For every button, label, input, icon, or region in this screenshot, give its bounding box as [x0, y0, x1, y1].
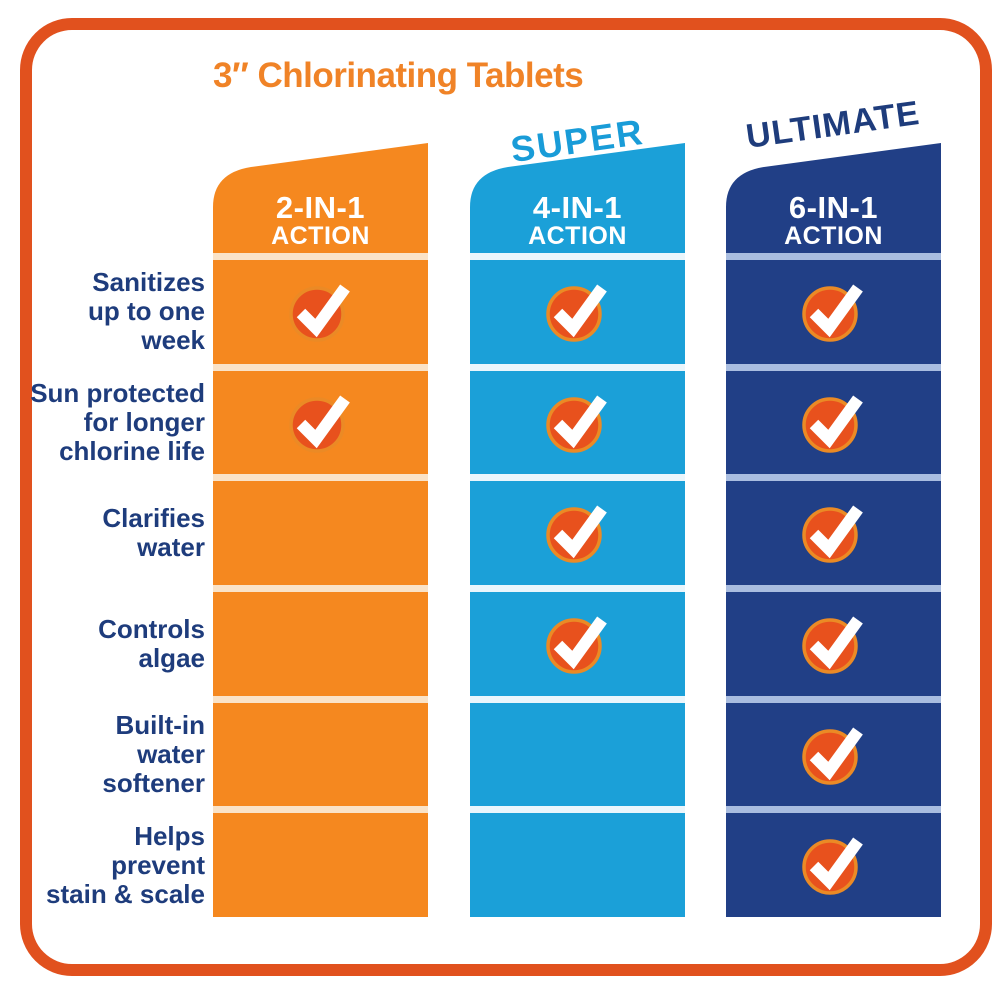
cell: [470, 481, 685, 586]
label-line: water: [137, 738, 205, 769]
label-line: Helps: [134, 820, 205, 851]
cell: [726, 592, 941, 696]
column-name: 2-IN-1: [275, 189, 366, 225]
check-icon: [801, 394, 863, 453]
column-body: [213, 253, 428, 918]
cell: [213, 592, 428, 696]
row-label-water-softener: Built-in water softener: [28, 703, 205, 807]
label-line: softener: [102, 768, 205, 799]
label-line: week: [141, 325, 205, 356]
cell: [213, 370, 428, 475]
label-line: Sun protected: [30, 377, 205, 408]
row-separator: [213, 585, 428, 593]
cell: [470, 813, 685, 918]
header-shape: [726, 143, 941, 253]
cell: [213, 813, 428, 918]
row-label-controls-algae: Controls algae: [28, 592, 205, 696]
row-label-sanitizes: Sanitizes up to one week: [28, 260, 205, 364]
row-separator: [470, 585, 685, 593]
row-separator: [470, 253, 685, 260]
label-line: water: [137, 532, 205, 563]
label-line: Controls: [98, 613, 205, 644]
check-icon: [801, 837, 863, 895]
page-title: 3″ Chlorinating Tablets: [213, 56, 584, 95]
column-subname: ACTION: [271, 221, 370, 250]
check-icon: [801, 284, 863, 342]
cell: [726, 370, 941, 475]
cell: [470, 592, 685, 696]
check-icon: [545, 616, 607, 674]
label-line: algae: [138, 642, 206, 673]
row-separator: [213, 363, 428, 371]
column-header-2-in-1: 2-IN-1 ACTION: [213, 143, 428, 253]
row-separator: [213, 253, 428, 260]
cell: [213, 702, 428, 807]
row-separator: [213, 695, 428, 703]
row-separator: [726, 474, 941, 482]
label-line: prevent: [111, 849, 205, 880]
cell: [470, 370, 685, 475]
column-name: 4-IN-1: [532, 189, 623, 225]
cell: [726, 260, 941, 364]
label-line: stain & scale: [46, 878, 205, 909]
label-separator: [28, 696, 205, 703]
row-separator: [213, 474, 428, 482]
check-icon: [545, 394, 607, 453]
check-icon: [288, 284, 350, 342]
header-shape: [470, 143, 685, 253]
check-icon: [545, 284, 607, 342]
label-line: up to one: [88, 296, 205, 327]
row-separator: [726, 253, 941, 260]
column-body: [470, 253, 685, 918]
column-6-in-1: 6-IN-1 ACTION: [726, 143, 941, 918]
label-separator: [28, 474, 205, 481]
cell: [213, 260, 428, 364]
label-separator: [28, 253, 205, 260]
rounded-border-frame: [20, 18, 992, 976]
label-line: Clarifies: [102, 503, 205, 534]
row-separator: [470, 363, 685, 371]
check-icon: [801, 616, 863, 674]
column-4-in-1: 4-IN-1 ACTION: [470, 143, 685, 918]
column-header-4-in-1: 4-IN-1 ACTION: [470, 143, 685, 253]
check-icon: [288, 394, 350, 453]
check-icon: [801, 726, 863, 785]
column-subname: ACTION: [528, 221, 627, 250]
label-line: for longer: [83, 406, 205, 437]
column-name: 6-IN-1: [788, 189, 879, 225]
row-separator: [726, 363, 941, 371]
cell: [726, 813, 941, 918]
row-separator: [470, 806, 685, 814]
row-separator: [726, 585, 941, 593]
column-header-6-in-1: 6-IN-1 ACTION: [726, 143, 941, 253]
row-separator: [726, 806, 941, 814]
row-separator: [726, 695, 941, 703]
row-labels: Sanitizes up to one week Sun protected f…: [28, 253, 205, 917]
cell: [726, 702, 941, 807]
column-subname: ACTION: [784, 221, 883, 250]
label-line: Sanitizes: [92, 267, 205, 298]
cell: [470, 702, 685, 807]
column-body: [726, 253, 941, 918]
column-2-in-1: 2-IN-1 ACTION: [213, 143, 428, 918]
row-separator: [470, 474, 685, 482]
header-shape: [213, 143, 428, 253]
label-separator: [28, 806, 205, 813]
row-label-stain-scale: Helps prevent stain & scale: [28, 813, 205, 917]
row-label-clarifies: Clarifies water: [28, 481, 205, 585]
label-line: Built-in: [115, 709, 205, 740]
label-separator: [28, 364, 205, 371]
row-label-sun-protected: Sun protected for longer chlorine life: [28, 371, 205, 475]
cell: [470, 260, 685, 364]
cell: [726, 481, 941, 586]
label-line: chlorine life: [59, 436, 205, 467]
row-separator: [470, 695, 685, 703]
cell: [213, 481, 428, 586]
check-icon: [801, 505, 863, 563]
check-icon: [545, 505, 607, 563]
row-separator: [213, 806, 428, 814]
label-separator: [28, 585, 205, 592]
